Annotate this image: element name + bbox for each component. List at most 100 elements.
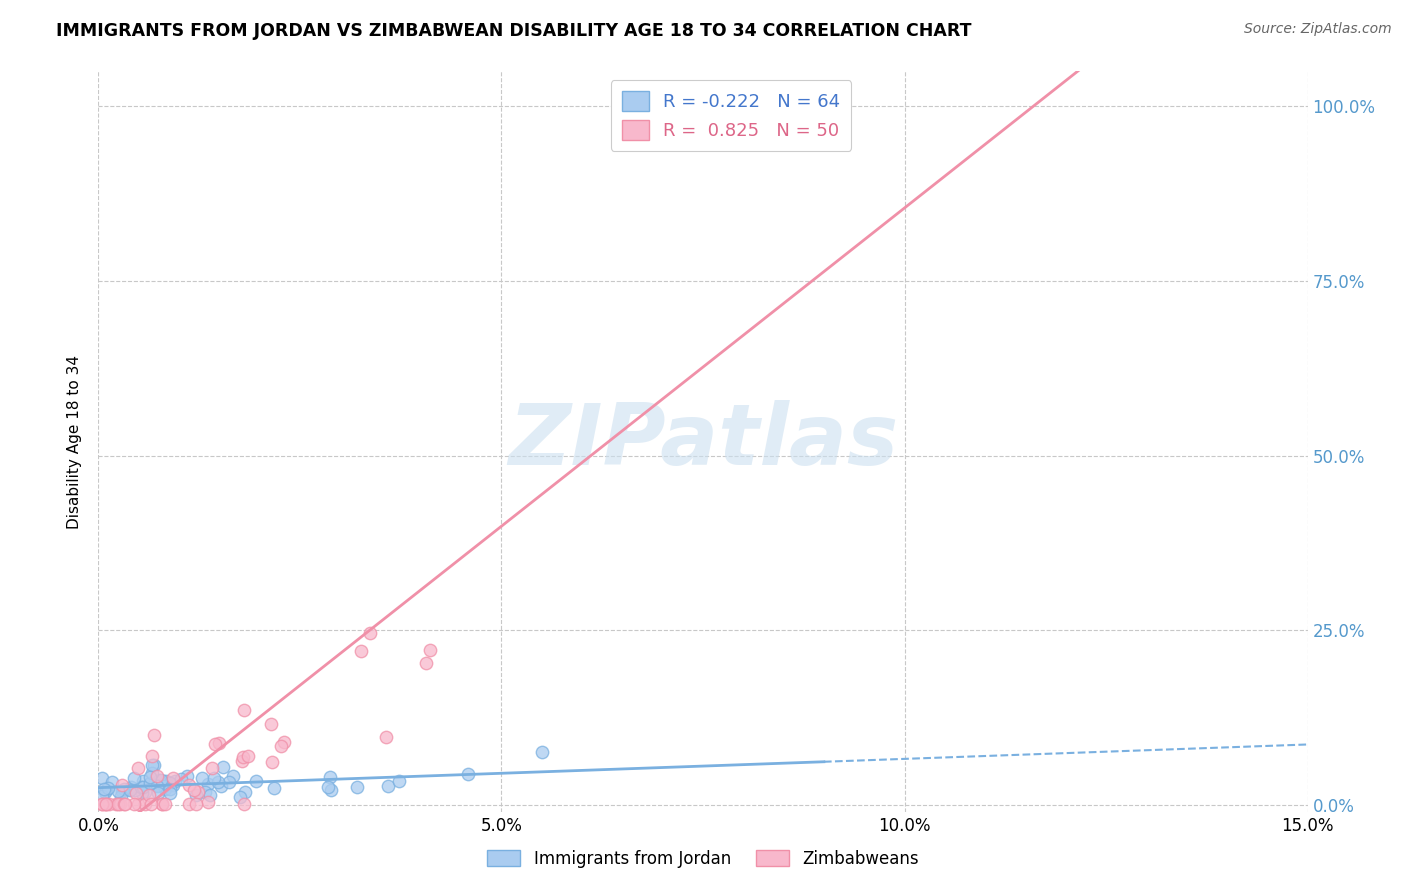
Point [218,775,240,789]
Point [107,784,129,798]
Point [198,788,221,802]
Point [127,797,149,811]
Point [141,749,163,764]
Point [93,781,115,796]
Point [110,789,132,804]
Point [316,780,339,794]
Point [233,785,256,799]
Point [125,786,148,800]
Point [159,775,181,789]
Point [132,780,155,794]
Point [127,761,149,775]
Point [419,643,441,657]
Point [263,780,285,795]
Point [232,750,254,764]
Point [415,656,437,670]
Point [388,773,411,788]
Point [194,785,217,799]
Point [139,770,162,784]
Point [319,770,342,784]
Legend: Immigrants from Jordan, Zimbabweans: Immigrants from Jordan, Zimbabweans [481,844,925,875]
Point [112,797,135,811]
Point [155,797,177,811]
Point [159,781,181,796]
Point [145,779,167,793]
Point [94,797,117,811]
Point [191,771,214,785]
Point [139,776,162,790]
Point [165,774,187,789]
Point [91,789,114,804]
Point [177,778,200,792]
Point [132,774,155,789]
Point [107,797,129,811]
Point [91,797,114,811]
Point [152,797,174,811]
Point [131,786,153,800]
Point [197,795,219,809]
Point [159,786,181,800]
Point [91,797,114,811]
Point [229,789,252,804]
Point [124,783,146,797]
Point [184,797,207,811]
Point [101,775,124,789]
Point [204,737,226,751]
Point [238,749,260,764]
Point [152,779,174,793]
Point [233,797,256,811]
Legend: R = -0.222   N = 64, R =  0.825   N = 50: R = -0.222 N = 64, R = 0.825 N = 50 [610,80,851,151]
Point [184,788,207,802]
Point [221,769,243,783]
Point [209,779,232,793]
Point [143,758,166,772]
Point [105,797,128,811]
Point [118,783,141,797]
Point [114,797,136,811]
Point [162,771,184,785]
Point [145,778,167,792]
Point [211,760,233,774]
Point [350,644,373,658]
Point [319,782,342,797]
Point [146,769,169,783]
Point [183,783,205,797]
Text: Source: ZipAtlas.com: Source: ZipAtlas.com [1244,22,1392,37]
Point [141,758,163,772]
Point [112,782,135,797]
Point [91,772,114,786]
Point [118,782,141,797]
Point [797,99,820,113]
Point [122,772,145,786]
Point [94,784,117,798]
Point [201,761,224,775]
Point [359,625,381,640]
Point [155,781,177,796]
Point [129,780,152,794]
Point [177,797,200,811]
Point [155,774,177,789]
Point [120,780,142,794]
Point [197,776,219,790]
Point [245,774,267,789]
Point [96,797,118,811]
Point [346,780,368,794]
Point [162,778,184,792]
Point [148,772,170,787]
Point [111,778,134,792]
Point [270,739,292,754]
Point [374,730,396,744]
Point [207,774,229,789]
Point [138,788,160,802]
Point [169,772,191,787]
Point [377,779,399,793]
Point [111,784,134,798]
Point [94,783,117,797]
Point [187,785,209,799]
Point [260,717,283,731]
Point [176,769,198,783]
Point [208,736,231,750]
Point [202,771,225,785]
Point [134,797,156,811]
Text: ZIPatlas: ZIPatlas [508,400,898,483]
